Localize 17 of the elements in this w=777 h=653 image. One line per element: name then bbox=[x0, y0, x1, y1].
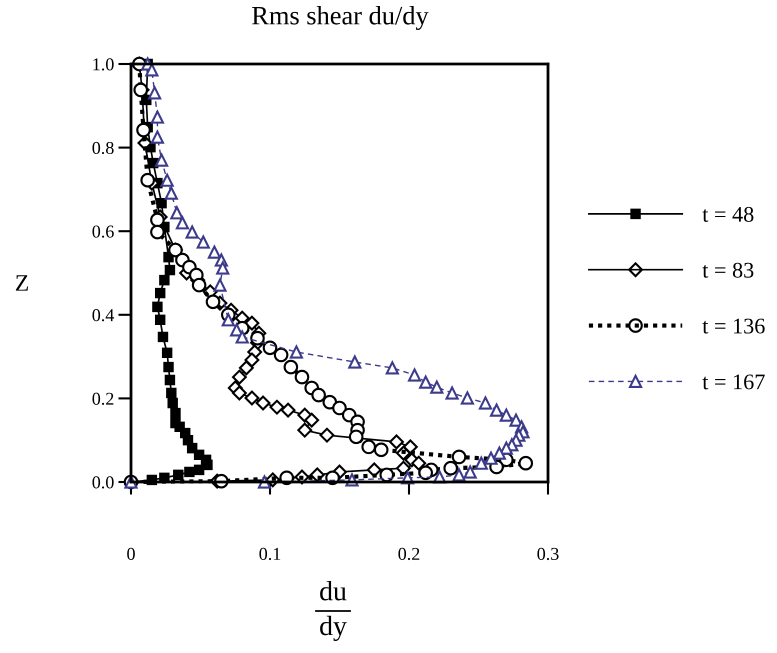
chart-title: Rms shear du/dy bbox=[252, 6, 429, 30]
y-tick-label: 0.6 bbox=[92, 225, 114, 238]
legend-label: t = 48 bbox=[702, 206, 754, 222]
legend-label: t = 167 bbox=[702, 374, 765, 390]
x-tick-label: 0.1 bbox=[259, 548, 280, 560]
y-tick-label: 0.2 bbox=[92, 392, 114, 405]
y-tick-label: 0.8 bbox=[92, 142, 114, 154]
x-tick-label: 0 bbox=[127, 548, 135, 560]
x-tick-label: 0.2 bbox=[398, 548, 420, 560]
legend-label: t = 136 bbox=[702, 318, 765, 334]
y-tick-label: 1.0 bbox=[93, 58, 114, 71]
x-axis-title: du dy bbox=[320, 580, 347, 642]
y-axis-title: Z bbox=[16, 275, 28, 291]
y-tick-label: 0.4 bbox=[92, 309, 114, 322]
x-tick-label: 0.3 bbox=[537, 548, 559, 560]
legend-label: t = 83 bbox=[702, 262, 754, 278]
y-tick-label: 0.0 bbox=[92, 476, 114, 489]
